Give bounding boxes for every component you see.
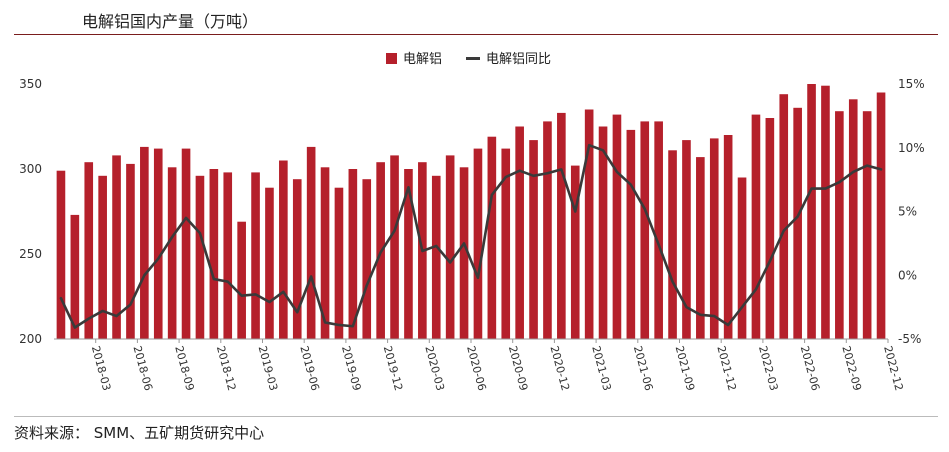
x-tick-label: 2022-06: [798, 344, 822, 392]
bar: [251, 172, 260, 339]
bar: [640, 121, 650, 340]
x-tick-label: 2018-03: [89, 344, 113, 392]
bar: [543, 121, 552, 340]
y-right-tick-label: 10%: [898, 141, 925, 155]
x-tick-label: 2018-06: [131, 344, 155, 392]
x-tick-label: 2020-12: [548, 344, 572, 392]
legend-bar-label: 电解铝: [403, 52, 442, 67]
bar: [223, 172, 233, 339]
x-tick-label: 2021-09: [673, 344, 697, 392]
bar: [153, 148, 163, 339]
bar: [709, 138, 719, 339]
y-right-tick-label: -5%: [898, 332, 921, 346]
bar: [70, 214, 80, 339]
x-tick-label: 2019-06: [297, 344, 321, 392]
bar: [515, 126, 524, 339]
bar: [98, 175, 107, 339]
x-tick-label: 2019-03: [256, 344, 280, 392]
bar: [584, 109, 594, 339]
legend-bar-swatch: [386, 53, 397, 64]
bar: [821, 85, 830, 339]
y-right-tick-label: 15%: [898, 77, 925, 91]
bar: [348, 169, 358, 339]
bar: [779, 94, 789, 339]
bar: [84, 162, 94, 339]
legend: 电解铝 电解铝同比: [386, 52, 551, 67]
x-tick-label: 2018-12: [214, 344, 238, 392]
bar: [751, 114, 761, 339]
bar: [793, 107, 802, 339]
bar: [473, 148, 483, 339]
bar: [529, 140, 538, 339]
bar: [737, 177, 747, 339]
bar: [209, 169, 219, 339]
legend-line-label: 电解铝同比: [486, 52, 551, 67]
bar: [279, 160, 288, 339]
x-tick-label: 2021-12: [714, 344, 738, 392]
x-tick-label: 2020-09: [506, 344, 530, 392]
title-divider: [14, 34, 938, 35]
y-right-tick-label: 0%: [898, 268, 917, 282]
bar: [459, 167, 469, 339]
y-left-tick-label: 250: [19, 247, 42, 261]
bar: [292, 179, 302, 339]
bar: [626, 129, 636, 339]
x-tick-label: 2022-12: [881, 344, 905, 392]
bar: [126, 163, 135, 339]
x-tick-label: 2021-03: [589, 344, 613, 392]
bar: [765, 118, 775, 339]
bar: [598, 126, 608, 339]
bar: [501, 148, 511, 339]
line-path: [59, 143, 883, 329]
bar: [404, 169, 413, 339]
y-left-tick-label: 350: [19, 77, 42, 91]
bar: [237, 221, 246, 339]
x-tick-label: 2019-12: [381, 344, 405, 392]
bar: [167, 167, 177, 339]
x-tick-label: 2022-09: [839, 344, 863, 392]
footer-divider: [14, 416, 938, 417]
bar: [390, 155, 399, 339]
bar: [140, 146, 149, 339]
bar: [334, 187, 344, 339]
x-tick-label: 2020-06: [464, 344, 488, 392]
bar: [445, 155, 455, 339]
y-right-tick-label: 5%: [898, 205, 917, 219]
x-tick-label: 2022-03: [756, 344, 780, 392]
y-left-tick-label: 300: [19, 162, 42, 176]
bar: [654, 121, 663, 340]
bar: [265, 187, 274, 339]
line-series: [59, 143, 883, 329]
bar: [862, 111, 872, 339]
source-note: 资料来源： SMM、五矿期货研究中心: [14, 424, 265, 442]
bar: [723, 135, 733, 339]
bar: [696, 157, 705, 339]
bar: [487, 136, 497, 339]
bar: [876, 92, 886, 339]
bar: [848, 99, 858, 339]
bar: [362, 179, 372, 339]
bar: [306, 146, 316, 339]
bar: [612, 114, 622, 339]
bar: [320, 167, 330, 339]
bar: [557, 112, 566, 340]
bar: [56, 170, 66, 339]
x-tick-label: 2019-09: [339, 344, 363, 392]
bar: [668, 150, 677, 339]
chart-title: 电解铝国内产量（万吨）: [82, 12, 259, 31]
x-tick-label: 2018-09: [172, 344, 196, 392]
x-tick-label: 2021-06: [631, 344, 655, 392]
bar: [181, 148, 191, 339]
x-tick-label: 2020-03: [422, 344, 446, 392]
bar: [570, 165, 580, 339]
bar: [807, 84, 816, 339]
bar: [682, 140, 691, 339]
bar: [835, 111, 844, 339]
y-left-tick-label: 200: [19, 332, 42, 346]
bar: [195, 175, 205, 339]
bar: [112, 155, 121, 339]
bar-series: [56, 84, 886, 340]
bar: [431, 175, 441, 339]
